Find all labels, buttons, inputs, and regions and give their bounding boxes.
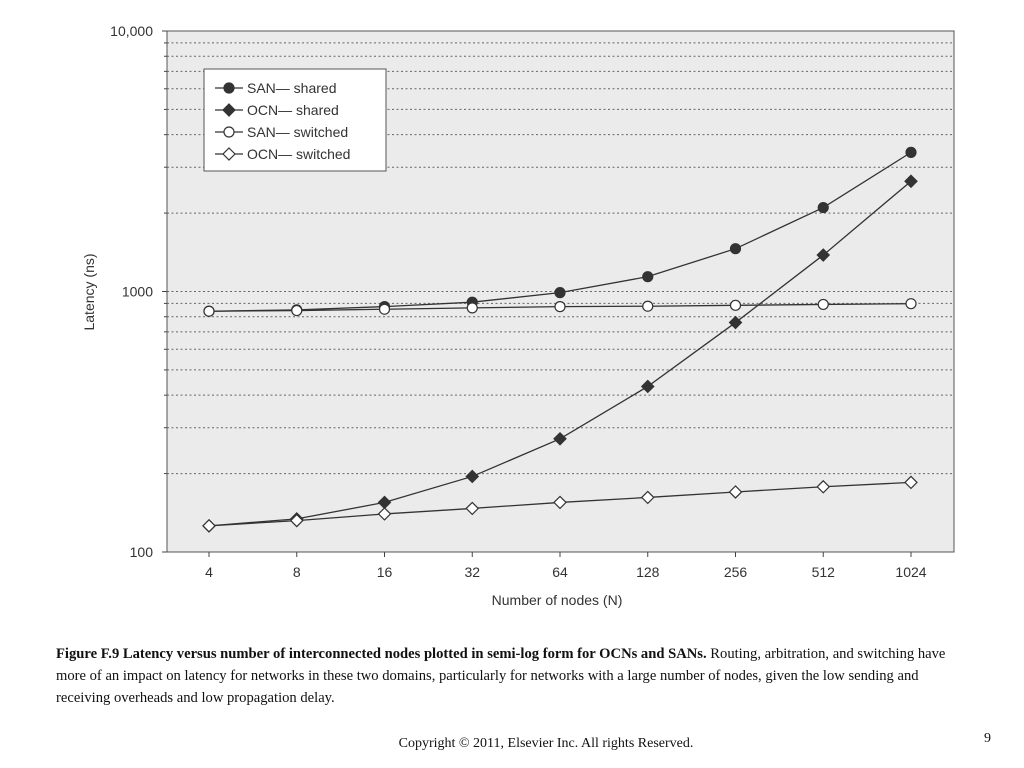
data-point: [816, 479, 831, 494]
data-point: [640, 379, 655, 394]
data-point: [904, 475, 918, 490]
caption-title: Figure F.9 Latency versus number of inte…: [56, 646, 707, 662]
data-point: [466, 302, 478, 314]
x-axis: 4 8 16 32 64 128 256 512 1024: [205, 552, 927, 580]
legend-marker: [223, 126, 235, 138]
data-point: [465, 469, 480, 484]
data-point: [904, 174, 918, 189]
data-point: [377, 507, 392, 521]
y-tick-label: 10,000: [110, 23, 153, 39]
caption-body: Routing, arbitration, and switching have…: [56, 646, 946, 706]
data-point: [203, 305, 215, 317]
x-tick-label: 64: [552, 564, 568, 580]
legend-label: OCN— shared: [247, 102, 339, 118]
page-number: 9: [984, 731, 991, 746]
x-tick-label: 8: [293, 564, 301, 580]
data-point: [289, 513, 304, 528]
data-point: [729, 299, 742, 311]
data-point: [817, 201, 829, 214]
data-point: [640, 490, 655, 505]
y-tick-label: 100: [130, 544, 154, 560]
data-point: [905, 298, 917, 310]
data-point: [378, 303, 391, 315]
x-tick-label: 1024: [895, 564, 926, 580]
data-point: [554, 287, 566, 299]
data-point: [642, 271, 654, 283]
data-point: [728, 315, 743, 330]
data-point: [642, 300, 654, 312]
y-tick-label: 1000: [122, 284, 153, 300]
data-point: [905, 146, 917, 158]
legend-marker: [222, 103, 236, 117]
data-point: [553, 431, 567, 446]
data-point: [728, 485, 743, 499]
figure-caption: Figure F.9 Latency versus number of inte…: [56, 643, 966, 709]
x-tick-label: 128: [636, 564, 660, 580]
legend-marker: [222, 147, 236, 161]
data-point: [554, 301, 566, 313]
data-point: [465, 501, 480, 516]
latency-chart: 100 1000 10,000 4 8 16 32 64 128 256 512 1024 Late…: [81, 23, 955, 608]
x-tick-label: 4: [205, 564, 213, 580]
legend-label: SAN— switched: [247, 124, 348, 140]
series-4: [202, 475, 918, 533]
x-tick-label: 32: [464, 564, 480, 580]
x-tick-label: 512: [812, 564, 836, 580]
x-tick-label: 256: [724, 564, 748, 580]
copyright-footer: Copyright © 2011, Elsevier Inc. All righ…: [398, 736, 694, 751]
series-layer: [202, 146, 918, 533]
y-axis: 100 1000 10,000: [110, 23, 167, 560]
legend-label: OCN— switched: [247, 146, 350, 162]
legend-label: SAN— shared: [247, 80, 336, 96]
x-axis-label: Number of nodes (N): [492, 592, 623, 608]
y-axis-label: Latency (ns): [81, 253, 97, 330]
data-point: [729, 243, 742, 255]
data-point: [816, 248, 831, 262]
data-point: [817, 298, 829, 311]
data-point: [291, 304, 303, 317]
data-point: [553, 495, 567, 510]
series-3: [203, 298, 917, 317]
x-tick-label: 16: [377, 564, 393, 580]
legend: SAN— shared OCN— shared SAN— switched OCN— …: [203, 68, 387, 172]
data-point: [202, 519, 216, 533]
legend-marker: [223, 82, 235, 94]
